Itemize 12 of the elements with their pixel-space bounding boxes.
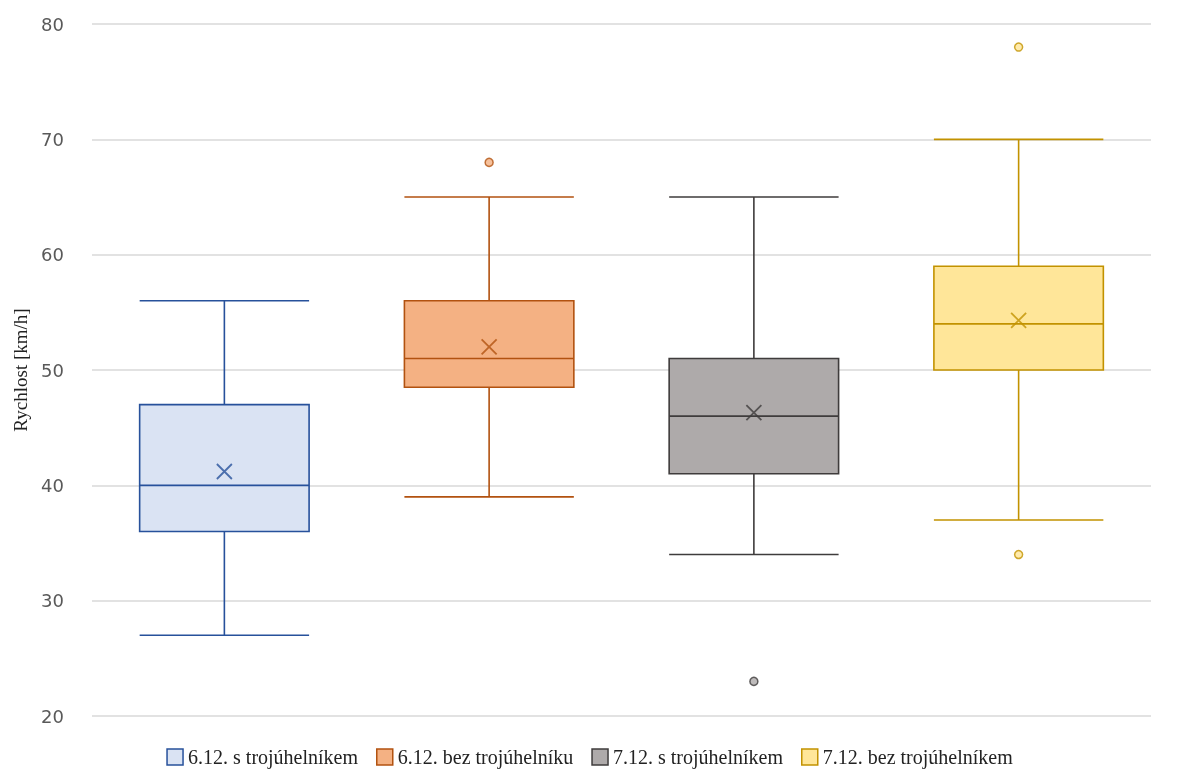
y-tick-label: 30 bbox=[41, 590, 64, 612]
y-tick-label: 50 bbox=[41, 359, 64, 381]
legend-label: 7.12. s trojúhelníkem bbox=[613, 746, 784, 769]
legend-label: 6.12. bez trojúhelníku bbox=[397, 746, 574, 769]
y-tick-label: 80 bbox=[41, 13, 64, 35]
y-axis-title: Rychlost [km/h] bbox=[10, 308, 32, 432]
y-tick-label: 40 bbox=[41, 474, 64, 496]
y-tick-label: 60 bbox=[41, 244, 64, 266]
y-tick-label: 20 bbox=[41, 705, 64, 727]
legend-label: 7.12. bez trojúhelníkem bbox=[822, 746, 1014, 769]
y-tick-label: 70 bbox=[41, 128, 64, 150]
legend-label: 6.12. s trojúhelníkem bbox=[188, 746, 359, 769]
